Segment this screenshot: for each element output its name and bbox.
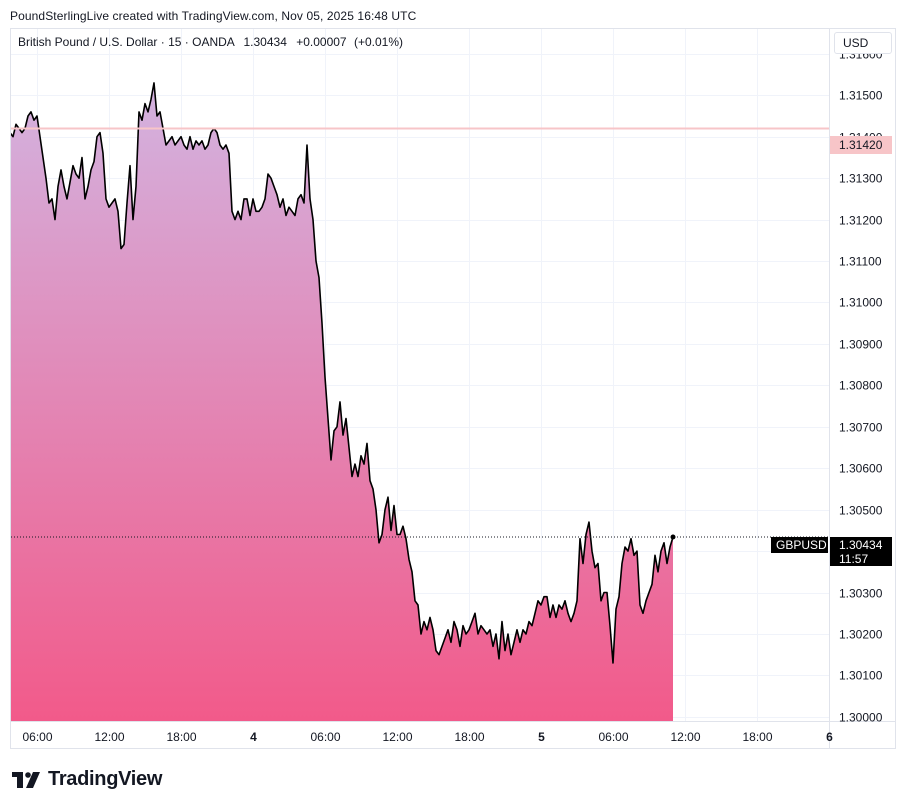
y-tick-label: 1.31500: [839, 89, 883, 103]
bar-countdown: 11:57: [839, 552, 869, 566]
tradingview-logo[interactable]: TradingView: [12, 768, 162, 791]
x-tick-label: 12:00: [94, 730, 124, 744]
legend-change-pct: (+0.01%): [353, 35, 403, 49]
y-tick-label: 1.30500: [839, 504, 883, 518]
tradingview-logo-icon: [12, 771, 40, 788]
last-price-tag: 1.30434 11:57: [830, 537, 892, 566]
symbol-tag: GBPUSD: [771, 537, 828, 553]
y-tick-label: 1.31100: [839, 255, 882, 269]
x-tick-label: 5: [538, 730, 545, 744]
series-line: [11, 82, 674, 664]
x-tick-label: 06:00: [598, 730, 628, 744]
chart-frame[interactable]: [10, 28, 896, 749]
y-tick-label: 1.30700: [839, 421, 883, 435]
series-area: [11, 82, 673, 721]
level-price-text: 1.31420: [839, 138, 883, 152]
y-tick-label: 1.30800: [839, 379, 883, 393]
level-price-label: 1.31420: [830, 136, 892, 154]
time-axis[interactable]: 06:00 12:00 18:00 4 06:00 12:00 18:00 5 06:00 12:…: [22, 730, 833, 744]
x-tick-label: 6: [826, 730, 833, 744]
y-tick-label: 1.30900: [839, 338, 883, 352]
y-tick-label: 1.31200: [839, 214, 883, 228]
y-tick-label: 1.30200: [839, 628, 883, 642]
y-tick-label: 1.31300: [839, 172, 883, 186]
last-price-text: 1.30434: [839, 538, 883, 552]
y-tick-label: 1.30100: [839, 669, 883, 683]
x-tick-label: 06:00: [310, 730, 340, 744]
symbol-legend: British Pound / U.S. Dollar · 15 · OANDA…: [18, 35, 403, 49]
symbol-name: British Pound / U.S. Dollar: [18, 35, 158, 49]
symbol-exchange: OANDA: [192, 35, 235, 49]
attribution-text: PoundSterlingLive created with TradingVi…: [10, 9, 417, 23]
x-tick-label: 12:00: [670, 730, 700, 744]
legend-separator: ·: [160, 35, 169, 49]
legend-last-price: 1.30434: [243, 35, 287, 49]
last-price-dot: [670, 534, 676, 540]
symbol-interval: 15: [168, 35, 182, 49]
currency-button[interactable]: USD: [834, 32, 892, 54]
legend-change: +0.00007: [296, 35, 347, 49]
x-tick-label: 18:00: [454, 730, 484, 744]
legend-separator: ·: [184, 35, 193, 49]
tradingview-logo-text: TradingView: [48, 768, 163, 790]
y-tick-label: 1.30300: [839, 587, 883, 601]
y-tick-label: 1.31000: [839, 296, 883, 310]
x-tick-label: 06:00: [22, 730, 52, 744]
series-layer: [11, 82, 674, 721]
y-tick-label: 1.30000: [839, 711, 883, 725]
x-tick-label: 18:00: [166, 730, 196, 744]
x-tick-label: 18:00: [742, 730, 772, 744]
overlay-layer: [11, 127, 829, 540]
price-axis[interactable]: 1.300001.301001.302001.303001.304001.305…: [839, 48, 883, 725]
symbol-tag-text: GBPUSD: [776, 538, 827, 552]
y-tick-label: 1.30600: [839, 462, 883, 476]
x-tick-label: 4: [250, 730, 257, 744]
x-tick-label: 12:00: [382, 730, 412, 744]
